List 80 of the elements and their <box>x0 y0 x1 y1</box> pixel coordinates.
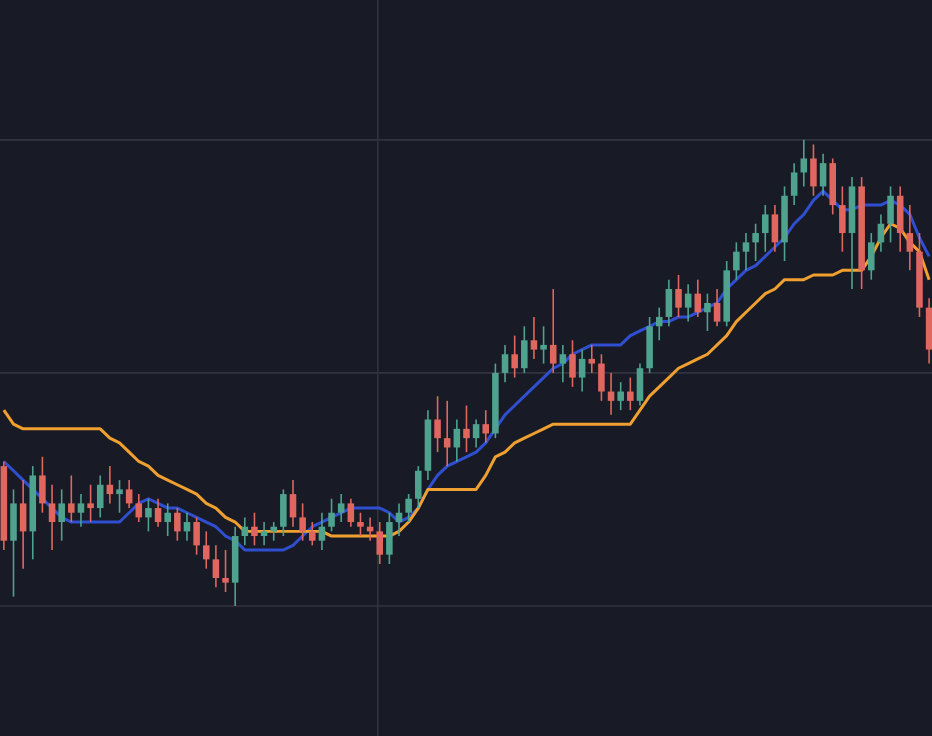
candlestick <box>588 344 596 374</box>
candlestick <box>733 241 740 281</box>
candlestick <box>569 339 576 388</box>
candlestick <box>39 455 46 514</box>
candlestick <box>280 488 287 537</box>
candlestick <box>530 316 538 360</box>
candlestick <box>289 479 297 528</box>
candlestick <box>781 185 788 262</box>
candlestick <box>742 232 750 272</box>
candlestick <box>260 521 268 547</box>
candlestick <box>501 344 509 384</box>
candlestick <box>135 493 143 523</box>
candlestick <box>810 143 817 197</box>
candlestick <box>839 185 846 253</box>
candlestick <box>790 162 798 206</box>
candlestick <box>77 493 85 528</box>
candlestick <box>800 139 808 188</box>
candlestick <box>174 507 181 542</box>
candlestick <box>559 344 567 384</box>
candlestick <box>646 316 653 374</box>
candlestick <box>578 348 586 393</box>
candlestick <box>829 157 837 216</box>
candlestick <box>906 204 914 272</box>
candlestick <box>10 488 17 598</box>
candlestick <box>598 353 605 402</box>
candlestick <box>386 511 393 565</box>
candlestick <box>704 292 711 332</box>
candlestick <box>511 334 518 379</box>
candlestick <box>96 474 104 519</box>
candlestick <box>251 511 258 547</box>
candlestick <box>202 530 210 570</box>
candlestick <box>212 544 220 589</box>
candlestick <box>819 153 827 197</box>
candlestick <box>771 204 779 253</box>
candlestick <box>684 283 692 323</box>
candlestick <box>337 493 345 523</box>
candlestick <box>270 521 277 542</box>
candlestick <box>328 497 335 533</box>
candlestick <box>761 204 769 253</box>
candlestick <box>299 502 306 542</box>
candlestick <box>868 232 875 281</box>
candlestick <box>463 404 470 453</box>
candlestick <box>617 381 624 411</box>
candlestick <box>636 362 644 407</box>
candlestick <box>58 488 65 542</box>
candlestick <box>896 185 904 253</box>
candlestick <box>193 516 200 556</box>
candlestick <box>125 479 133 509</box>
candlestick <box>472 418 480 449</box>
candlestick <box>318 511 326 551</box>
candlestick <box>482 409 490 444</box>
candlestick <box>434 395 441 453</box>
candlestick <box>19 479 27 570</box>
candlestick <box>308 521 316 547</box>
candlestick <box>154 497 162 528</box>
candlestick <box>713 288 721 328</box>
candlestick <box>87 483 94 523</box>
candlestick <box>116 479 123 514</box>
candlestick <box>925 297 932 365</box>
candlestick <box>415 465 422 509</box>
candlestick <box>549 288 557 374</box>
candlestick <box>48 483 56 551</box>
candlestick <box>231 525 239 607</box>
candlestick <box>848 176 856 290</box>
candlestick <box>540 325 547 365</box>
candlestick <box>376 521 384 565</box>
candlestick <box>405 493 412 523</box>
candlestick <box>164 502 171 537</box>
candlestick <box>521 325 528 374</box>
candlestick <box>675 274 682 318</box>
candlestick <box>68 474 75 523</box>
candlestick <box>665 278 673 328</box>
candlestick <box>752 222 759 262</box>
candlestick <box>347 497 355 528</box>
candlestick <box>627 376 634 411</box>
candlestick <box>145 497 152 533</box>
candlestick <box>655 306 663 342</box>
candlestick <box>357 511 364 537</box>
candlestick <box>222 549 229 593</box>
candlestick <box>887 185 894 244</box>
